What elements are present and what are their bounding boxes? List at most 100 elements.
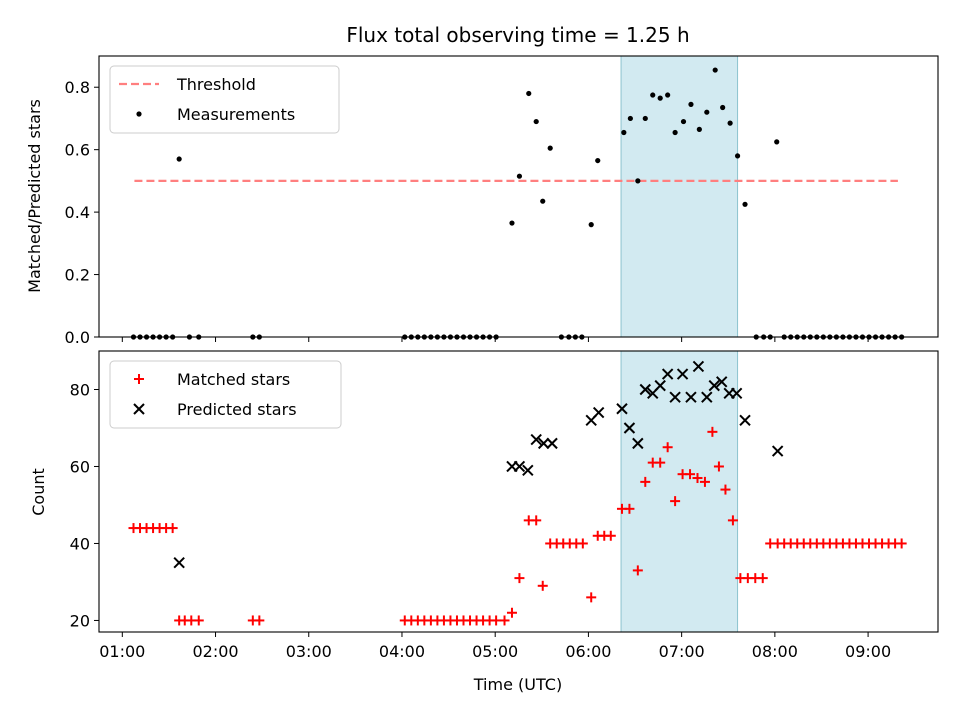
data-point bbox=[661, 368, 674, 380]
data-point bbox=[605, 530, 616, 541]
data-point bbox=[685, 391, 697, 403]
x-axis-label: Time (UTC) bbox=[473, 675, 562, 694]
data-point bbox=[635, 178, 641, 184]
x-tick-label: 03:00 bbox=[286, 642, 332, 661]
series-matched-stars bbox=[128, 426, 907, 626]
count-panel: 20 40 60 80 01:00 02:00 03:00 04:00 05:00 06:00 07… bbox=[70, 350, 939, 661]
data-point bbox=[896, 538, 907, 549]
data-point bbox=[254, 615, 265, 626]
data-point bbox=[642, 115, 648, 122]
data-point bbox=[692, 473, 703, 484]
data-point bbox=[616, 403, 628, 415]
data-point bbox=[640, 476, 651, 487]
legend-label: Matched stars bbox=[177, 370, 290, 389]
data-point bbox=[592, 406, 605, 419]
data-point bbox=[670, 496, 681, 507]
data-point bbox=[176, 156, 182, 162]
x-tick-label: 05:00 bbox=[472, 642, 518, 661]
x-tick-label: 07:00 bbox=[659, 642, 705, 661]
data-point bbox=[491, 615, 502, 626]
y-tick-label: 0.8 bbox=[65, 78, 90, 97]
data-point bbox=[537, 437, 550, 450]
data-point bbox=[704, 109, 710, 115]
data-point bbox=[720, 104, 726, 111]
legend-label: Predicted stars bbox=[177, 400, 297, 419]
x-tick-label: 08:00 bbox=[752, 642, 798, 661]
data-point bbox=[530, 433, 542, 446]
data-point bbox=[588, 222, 594, 228]
y-tick-label: 80 bbox=[70, 380, 90, 399]
data-point bbox=[540, 198, 546, 204]
data-point bbox=[193, 615, 204, 626]
data-point bbox=[716, 376, 728, 388]
highlight-span bbox=[620, 55, 739, 338]
highlight-span bbox=[620, 350, 739, 633]
data-point bbox=[509, 220, 515, 226]
data-point bbox=[727, 120, 733, 126]
legend-dot-icon bbox=[136, 111, 142, 117]
chart-title: Flux total observing time = 1.25 h bbox=[346, 23, 689, 47]
data-point bbox=[595, 157, 601, 164]
data-point bbox=[499, 615, 510, 626]
x-tick-label: 09:00 bbox=[845, 642, 891, 661]
data-point bbox=[627, 115, 633, 122]
y-tick-label: 0.0 bbox=[65, 328, 90, 347]
data-point bbox=[639, 383, 651, 396]
data-point bbox=[757, 573, 768, 584]
plot-frame bbox=[98, 350, 939, 633]
data-point bbox=[514, 573, 525, 584]
data-point bbox=[712, 67, 718, 73]
data-point bbox=[537, 580, 548, 591]
data-point bbox=[774, 139, 780, 145]
legend-box bbox=[109, 360, 342, 429]
data-point bbox=[669, 391, 681, 403]
legend-box bbox=[109, 65, 340, 134]
x-tick-label: 01:00 bbox=[99, 642, 145, 661]
data-point bbox=[632, 565, 643, 576]
data-point bbox=[623, 422, 636, 434]
data-point bbox=[727, 515, 738, 526]
data-point bbox=[676, 368, 689, 380]
x-tick-label: 06:00 bbox=[565, 642, 611, 661]
data-point bbox=[730, 387, 743, 400]
y-tick-label: 60 bbox=[70, 457, 90, 476]
series-predicted-stars bbox=[173, 360, 784, 569]
data-point bbox=[696, 126, 702, 132]
data-point bbox=[586, 592, 597, 603]
data-point bbox=[742, 201, 748, 207]
legend-label: Threshold bbox=[176, 75, 256, 94]
legend: Matched stars Predicted stars bbox=[109, 360, 342, 429]
data-point bbox=[533, 118, 539, 125]
data-point bbox=[685, 469, 696, 480]
bottom-ylabel: Count bbox=[29, 468, 48, 516]
ratio-panel: 0.0 0.2 0.4 0.6 0.8 Threshold Measurements bbox=[65, 55, 939, 347]
x-tick-label: 04:00 bbox=[379, 642, 425, 661]
data-point bbox=[531, 515, 542, 526]
data-point bbox=[526, 90, 532, 97]
data-point bbox=[739, 414, 751, 426]
data-point bbox=[546, 437, 558, 450]
data-point bbox=[699, 476, 710, 487]
x-tick-label: 02:00 bbox=[192, 642, 238, 661]
data-point bbox=[624, 503, 635, 514]
data-point bbox=[632, 437, 644, 450]
legend-plus-icon bbox=[134, 374, 144, 384]
data-point bbox=[577, 538, 588, 549]
data-point bbox=[654, 379, 666, 392]
data-point bbox=[701, 391, 713, 403]
data-point bbox=[720, 484, 731, 495]
data-point bbox=[657, 95, 663, 101]
data-point bbox=[692, 360, 705, 373]
data-point bbox=[516, 173, 523, 179]
data-point bbox=[708, 379, 720, 392]
data-point bbox=[655, 457, 666, 468]
legend: Threshold Measurements bbox=[109, 65, 340, 134]
data-point bbox=[665, 92, 671, 98]
data-point bbox=[547, 145, 553, 151]
data-point bbox=[680, 118, 687, 125]
data-point bbox=[688, 101, 694, 107]
data-point bbox=[734, 153, 741, 159]
data-point bbox=[662, 442, 673, 453]
data-point bbox=[672, 129, 678, 136]
